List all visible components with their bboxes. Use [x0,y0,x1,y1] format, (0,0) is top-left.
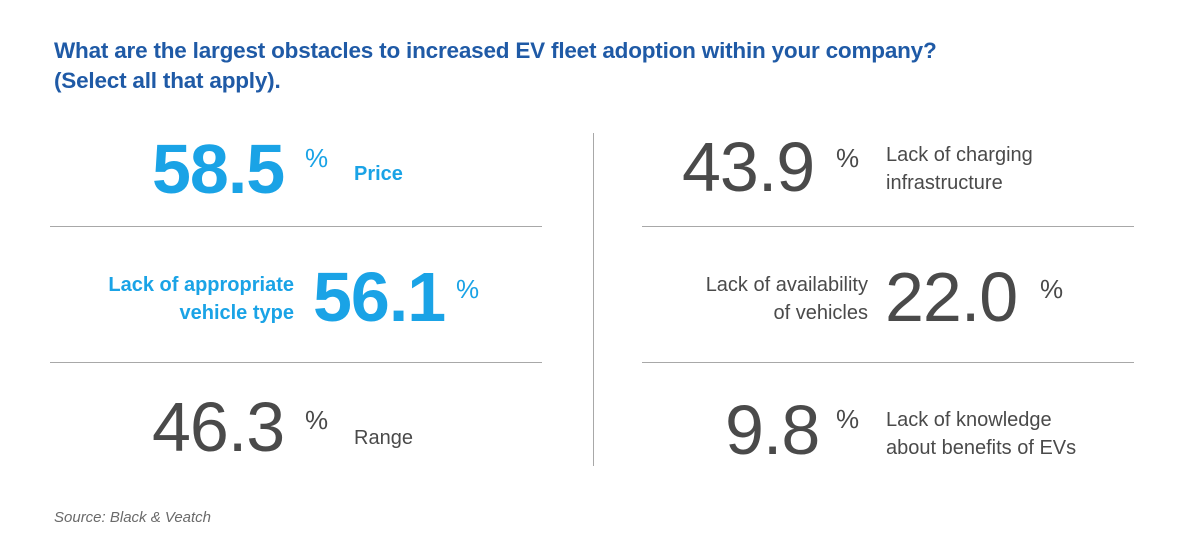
source-note: Source: Black & Veatch [54,509,212,526]
title-line-2: (Select all that apply). [54,68,281,93]
percent-sign-knowledge: % [836,404,860,434]
stat-label-range: Range [354,427,413,449]
stat-label-charging: Lack of charging infrastructure [886,144,1033,194]
left-rule-1 [50,226,542,227]
percent-sign-range: % [305,405,329,435]
stat-value-charging: 43.9 [682,128,815,206]
right-rule-2 [642,362,1134,363]
stat-label-availability: Lack of availability of vehicles [705,274,868,324]
stat-label-vehicle-type: Lack of appropriate vehicle type [108,274,294,324]
stat-value-price: 58.5 [152,130,285,208]
stat-value-availability: 22.0 [885,258,1018,336]
stat-label-price: Price [354,163,403,185]
chart-title: What are the largest obstacles to increa… [54,36,1154,96]
percent-sign-vehicle-type: % [456,274,480,304]
stat-value-vehicle-type: 56.1 [313,258,446,336]
title-line-1: What are the largest obstacles to increa… [54,38,937,63]
right-rule-1 [642,226,1134,227]
percent-sign-charging: % [836,143,860,173]
stat-value-knowledge: 9.8 [725,391,820,469]
center-rule [593,133,594,466]
percent-sign-price: % [305,143,329,173]
percent-sign-availability: % [1040,274,1064,304]
stat-value-range: 46.3 [152,388,285,466]
stat-label-knowledge: Lack of knowledge about benefits of EVs [886,409,1077,459]
left-rule-2 [50,362,542,363]
